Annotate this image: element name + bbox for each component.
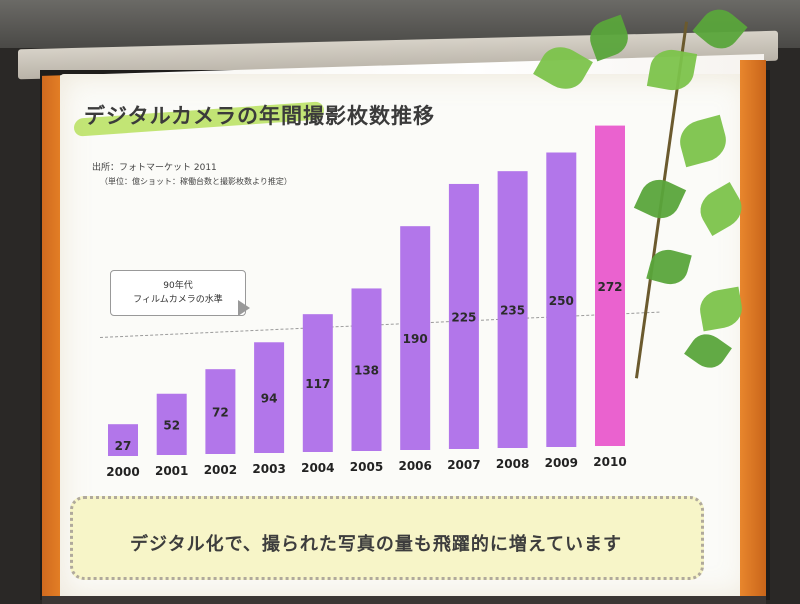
x-tick-label: 2004 bbox=[301, 461, 334, 475]
bar-value-label: 190 bbox=[403, 332, 428, 346]
bar-value-label: 27 bbox=[115, 439, 132, 453]
bar-2008 bbox=[497, 171, 528, 449]
bar-2007 bbox=[448, 183, 479, 449]
x-tick-label: 2005 bbox=[350, 460, 383, 474]
bar-value-label: 72 bbox=[212, 406, 229, 420]
bar-value-label: 52 bbox=[163, 418, 180, 432]
x-tick-label: 2006 bbox=[398, 459, 431, 473]
bar-value-label: 272 bbox=[597, 280, 622, 294]
x-tick-label: 2008 bbox=[496, 457, 529, 471]
summary-message: デジタル化で、撮られた写真の量も飛躍的に増えています bbox=[130, 534, 623, 555]
bar-2001 bbox=[156, 393, 187, 455]
bar-value-label: 235 bbox=[500, 304, 525, 318]
bar-2000 bbox=[108, 424, 138, 456]
callout-line-1: 90年代 bbox=[163, 281, 193, 291]
bar-value-label: 138 bbox=[354, 364, 379, 378]
bar-2010 bbox=[595, 125, 625, 447]
bar-value-label: 117 bbox=[305, 377, 330, 391]
bar-2003 bbox=[254, 342, 285, 453]
x-tick-label: 2000 bbox=[106, 465, 139, 479]
slide-title: デジタルカメラの年間撮影枚数推移 bbox=[84, 104, 435, 128]
orange-right-strip bbox=[740, 60, 766, 600]
callout-line-2: フィルムカメラの水準 bbox=[133, 295, 223, 305]
x-tick-label: 2001 bbox=[155, 464, 188, 478]
x-tick-label: 2010 bbox=[593, 455, 626, 469]
bar-2006 bbox=[400, 226, 431, 450]
bar-2005 bbox=[351, 288, 382, 451]
summary-box bbox=[70, 496, 704, 580]
callout-pointer bbox=[238, 300, 250, 316]
x-tick-label: 2009 bbox=[545, 456, 578, 470]
bar-2002 bbox=[205, 369, 236, 454]
x-tick-label: 2003 bbox=[252, 462, 285, 476]
bar-2004 bbox=[302, 314, 333, 452]
callout-box: 90年代 フィルムカメラの水準 bbox=[110, 270, 246, 316]
bar-value-label: 94 bbox=[261, 392, 278, 406]
x-tick-label: 2002 bbox=[204, 463, 237, 477]
unit-note: （単位：億ショット：稼働台数と撮影枚数より推定） bbox=[100, 177, 292, 186]
source-text: 出所：フォトマーケット 2011 bbox=[92, 163, 217, 173]
screen-bottom-edge bbox=[42, 596, 766, 604]
bar-value-label: 225 bbox=[451, 310, 476, 324]
bar-2009 bbox=[546, 152, 577, 447]
bar-value-label: 250 bbox=[549, 294, 574, 308]
x-tick-label: 2007 bbox=[447, 458, 480, 472]
